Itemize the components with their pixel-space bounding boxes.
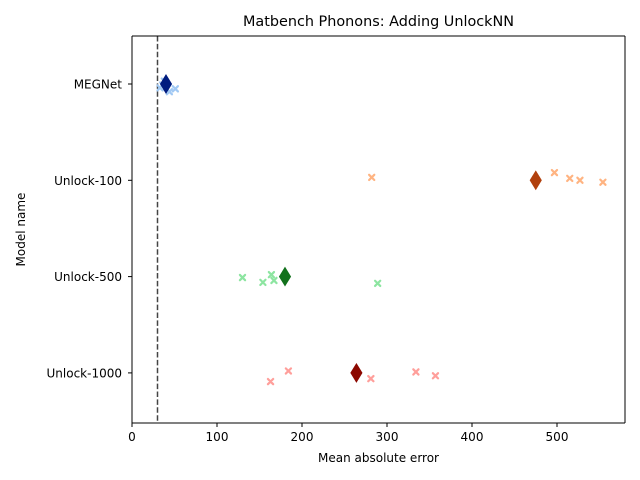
x-tick-label: 300 [376, 430, 399, 444]
fold-point [267, 270, 276, 279]
y-axis-ticks: MEGNet Unlock-100 Unlock-500 Unlock-1000 [47, 78, 132, 380]
y-tick-label: Unlock-1000 [47, 366, 122, 380]
fold-point [431, 372, 440, 380]
fold-point [412, 368, 420, 376]
fold-point [599, 178, 607, 186]
mean-marker [350, 362, 363, 383]
mean-marker [159, 74, 173, 94]
x-axis-ticks: 0 100 200 300 400 500 [128, 423, 568, 444]
fold-point [238, 273, 247, 282]
fold-point [284, 367, 293, 375]
x-tick-label: 500 [546, 430, 569, 444]
mean-marker [529, 170, 542, 191]
fold-point [368, 173, 376, 182]
fold-point [266, 377, 275, 386]
fold-point [566, 174, 574, 183]
y-tick-label: Unlock-100 [54, 174, 122, 188]
plot-marks [156, 36, 607, 423]
plot-background [132, 36, 625, 423]
y-tick-label: Unlock-500 [54, 270, 122, 284]
fold-point [550, 168, 559, 177]
fold-point [270, 276, 278, 285]
x-tick-label: 200 [291, 430, 314, 444]
fold-point [367, 374, 375, 383]
x-tick-label: 0 [128, 430, 136, 444]
y-tick-label: MEGNet [74, 78, 123, 92]
fold-point [171, 85, 180, 93]
y-axis-label: Model name [14, 193, 28, 267]
x-tick-label: 100 [206, 430, 229, 444]
chart-title: Matbench Phonons: Adding UnlockNN [243, 14, 514, 30]
fold-point [259, 278, 267, 287]
x-tick-label: 400 [461, 430, 484, 444]
mean-marker [278, 266, 292, 287]
fold-point [576, 176, 584, 184]
fold-point [373, 279, 382, 288]
axes [131, 35, 626, 424]
x-axis-label: Mean absolute error [318, 451, 439, 465]
